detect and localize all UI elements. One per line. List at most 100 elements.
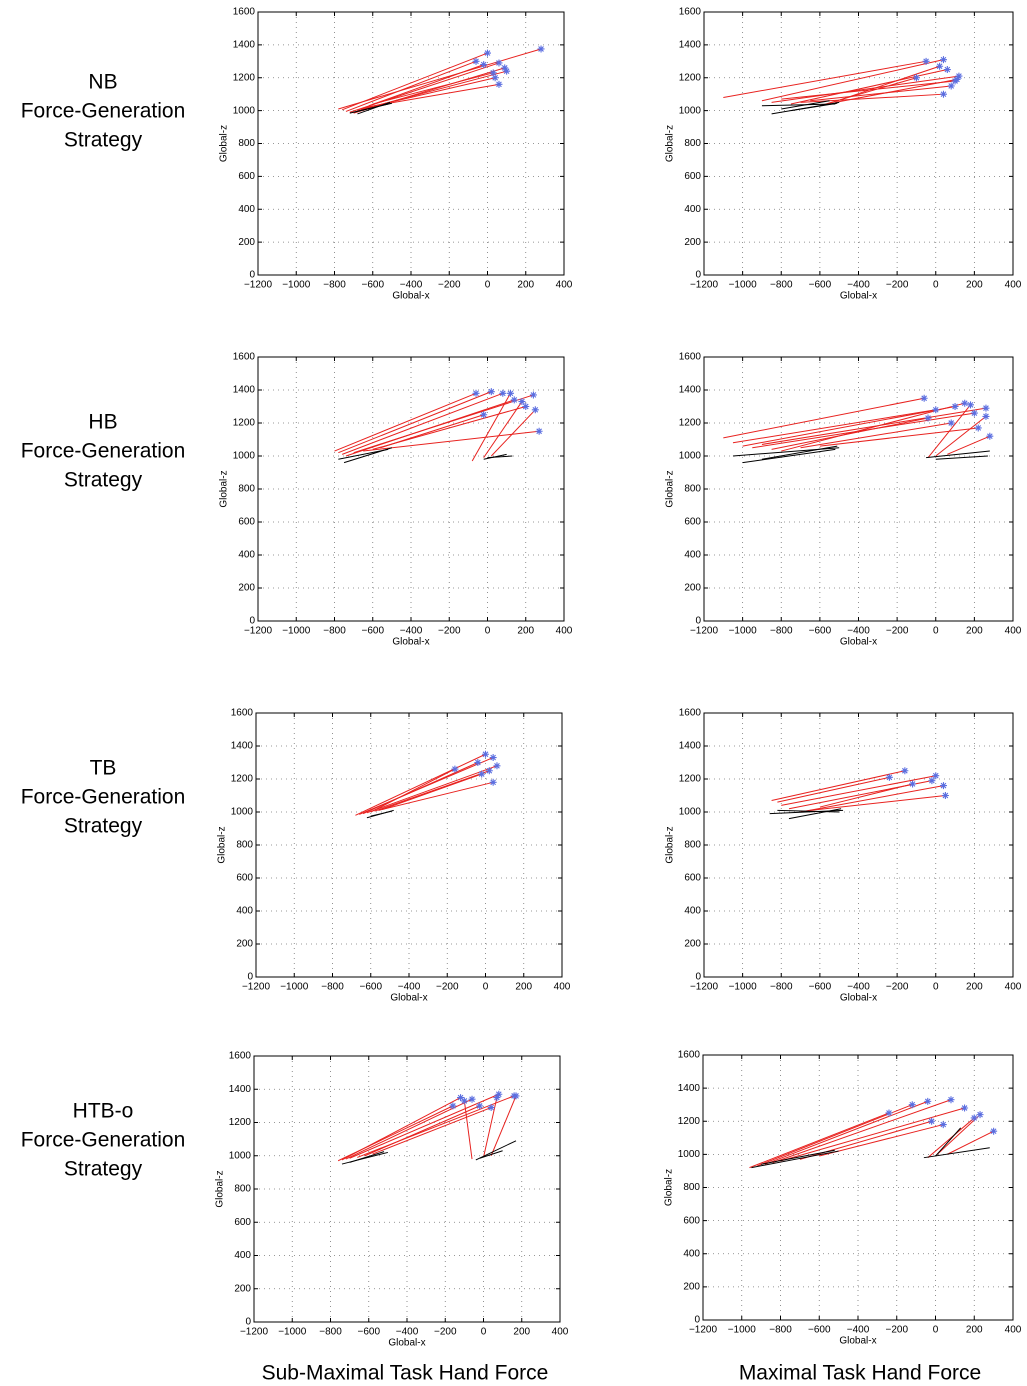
- x-tick-label: −1000: [728, 1325, 757, 1336]
- x-tick-label: 400: [556, 280, 573, 291]
- subplot: −1200 −1000 −800 −600 −400 −200 0 200 400 0 200 400…: [664, 1050, 1022, 1347]
- y-tick-label: 1600: [229, 1051, 252, 1062]
- x-tick-label: −1200: [690, 280, 719, 291]
- line-segment: [781, 402, 965, 452]
- line-segment: [935, 1114, 981, 1157]
- star-marker: [449, 1102, 457, 1110]
- x-tick-label: −400: [847, 280, 870, 291]
- line-segment: [362, 762, 479, 815]
- x-tick-label: −1000: [282, 626, 311, 637]
- line-segment: [353, 67, 505, 114]
- star-marker: [961, 1104, 969, 1112]
- y-tick-label: 400: [684, 204, 701, 215]
- y-tick-label: 1600: [678, 1050, 701, 1061]
- star-marker: [976, 1111, 984, 1119]
- x-tick-label: 0: [933, 280, 939, 291]
- star-marker: [476, 1102, 484, 1110]
- y-tick-label: 0: [245, 1317, 251, 1328]
- y-tick-label: 800: [238, 138, 255, 149]
- x-tick-label: 200: [515, 982, 532, 993]
- y-tick-label: 1200: [233, 418, 256, 429]
- y-tick-label: 1200: [231, 774, 254, 785]
- x-tick-label: −800: [770, 982, 793, 993]
- line-segment: [761, 445, 838, 460]
- x-tick-label: −800: [770, 280, 793, 291]
- x-tick-label: 400: [556, 626, 573, 637]
- y-tick-label: 800: [234, 1184, 251, 1195]
- star-marker: [472, 57, 480, 65]
- star-marker: [522, 403, 530, 410]
- line-segment: [777, 809, 840, 813]
- star-marker: [953, 75, 961, 83]
- x-tick-label: −1200: [689, 1325, 718, 1336]
- axes-box: [703, 356, 1014, 622]
- x-axis-label: Global-x: [392, 637, 429, 648]
- x-tick-label: −600: [809, 626, 832, 637]
- line-segment: [790, 102, 838, 112]
- y-tick-label: 1400: [678, 1083, 701, 1094]
- x-tick-label: −200: [434, 1327, 457, 1338]
- star-marker: [478, 770, 486, 778]
- subplot: −1200 −1000 −800 −600 −400 −200 0 200 400 0 200 400…: [665, 352, 1022, 648]
- star-marker: [495, 1090, 503, 1098]
- column-label: Sub-Maximal Task Hand Force: [262, 1362, 549, 1385]
- star-marker: [924, 414, 932, 422]
- line-segment: [947, 435, 991, 455]
- star-marker: [495, 80, 503, 88]
- line-segment: [761, 407, 987, 445]
- x-tick-label: −200: [885, 1325, 908, 1336]
- row-label: Force-Generation: [21, 1129, 186, 1152]
- line-segment: [764, 1100, 928, 1165]
- y-tick-label: 600: [684, 873, 701, 884]
- y-tick-label: 800: [684, 840, 701, 851]
- axes-box: [255, 712, 563, 978]
- x-tick-label: 200: [513, 1327, 530, 1338]
- y-tick-label: 0: [249, 270, 255, 281]
- x-tick-label: −600: [357, 1327, 380, 1338]
- line-segment: [471, 393, 511, 462]
- line-segment: [926, 450, 990, 459]
- star-marker: [537, 45, 545, 53]
- x-axis-label: Global-x: [392, 291, 429, 302]
- line-segment: [827, 65, 940, 105]
- x-tick-label: −1200: [244, 280, 273, 291]
- star-marker: [485, 767, 493, 775]
- line-segment: [723, 60, 927, 98]
- line-segment: [338, 48, 542, 110]
- line-segment: [927, 1117, 975, 1159]
- line-segment: [483, 401, 523, 458]
- line-segment: [800, 785, 944, 813]
- line-segment: [483, 1097, 498, 1158]
- x-axis-label: Global-x: [388, 1338, 425, 1349]
- y-tick-label: 1000: [229, 1150, 252, 1161]
- line-segment: [810, 795, 946, 811]
- x-tick-label: 0: [481, 1327, 487, 1338]
- star-marker: [529, 391, 537, 399]
- line-segment: [927, 404, 971, 458]
- line-segment: [771, 75, 959, 103]
- line-segment: [819, 1124, 944, 1157]
- x-tick-label: −1000: [280, 982, 309, 993]
- line-segment: [761, 103, 836, 107]
- star-marker: [493, 762, 501, 770]
- line-segment: [771, 417, 929, 450]
- y-tick-label: 1000: [679, 807, 702, 818]
- line-segment: [357, 101, 391, 115]
- star-marker: [932, 772, 940, 780]
- star-marker: [986, 432, 994, 440]
- x-tick-label: 0: [933, 626, 939, 637]
- star-marker: [970, 409, 978, 417]
- y-tick-label: 200: [683, 1282, 700, 1293]
- line-segment: [380, 414, 484, 449]
- x-tick-label: 400: [1005, 1325, 1022, 1336]
- y-tick-label: 400: [684, 906, 701, 917]
- x-tick-label: −400: [400, 626, 423, 637]
- x-tick-label: −800: [323, 626, 346, 637]
- star-marker: [535, 427, 543, 435]
- y-tick-label: 400: [236, 906, 253, 917]
- line-segment: [800, 93, 944, 103]
- x-tick-label: 400: [554, 982, 571, 993]
- x-tick-label: −1000: [282, 280, 311, 291]
- y-axis-label: Global-z: [665, 826, 676, 863]
- line-segment: [378, 781, 494, 811]
